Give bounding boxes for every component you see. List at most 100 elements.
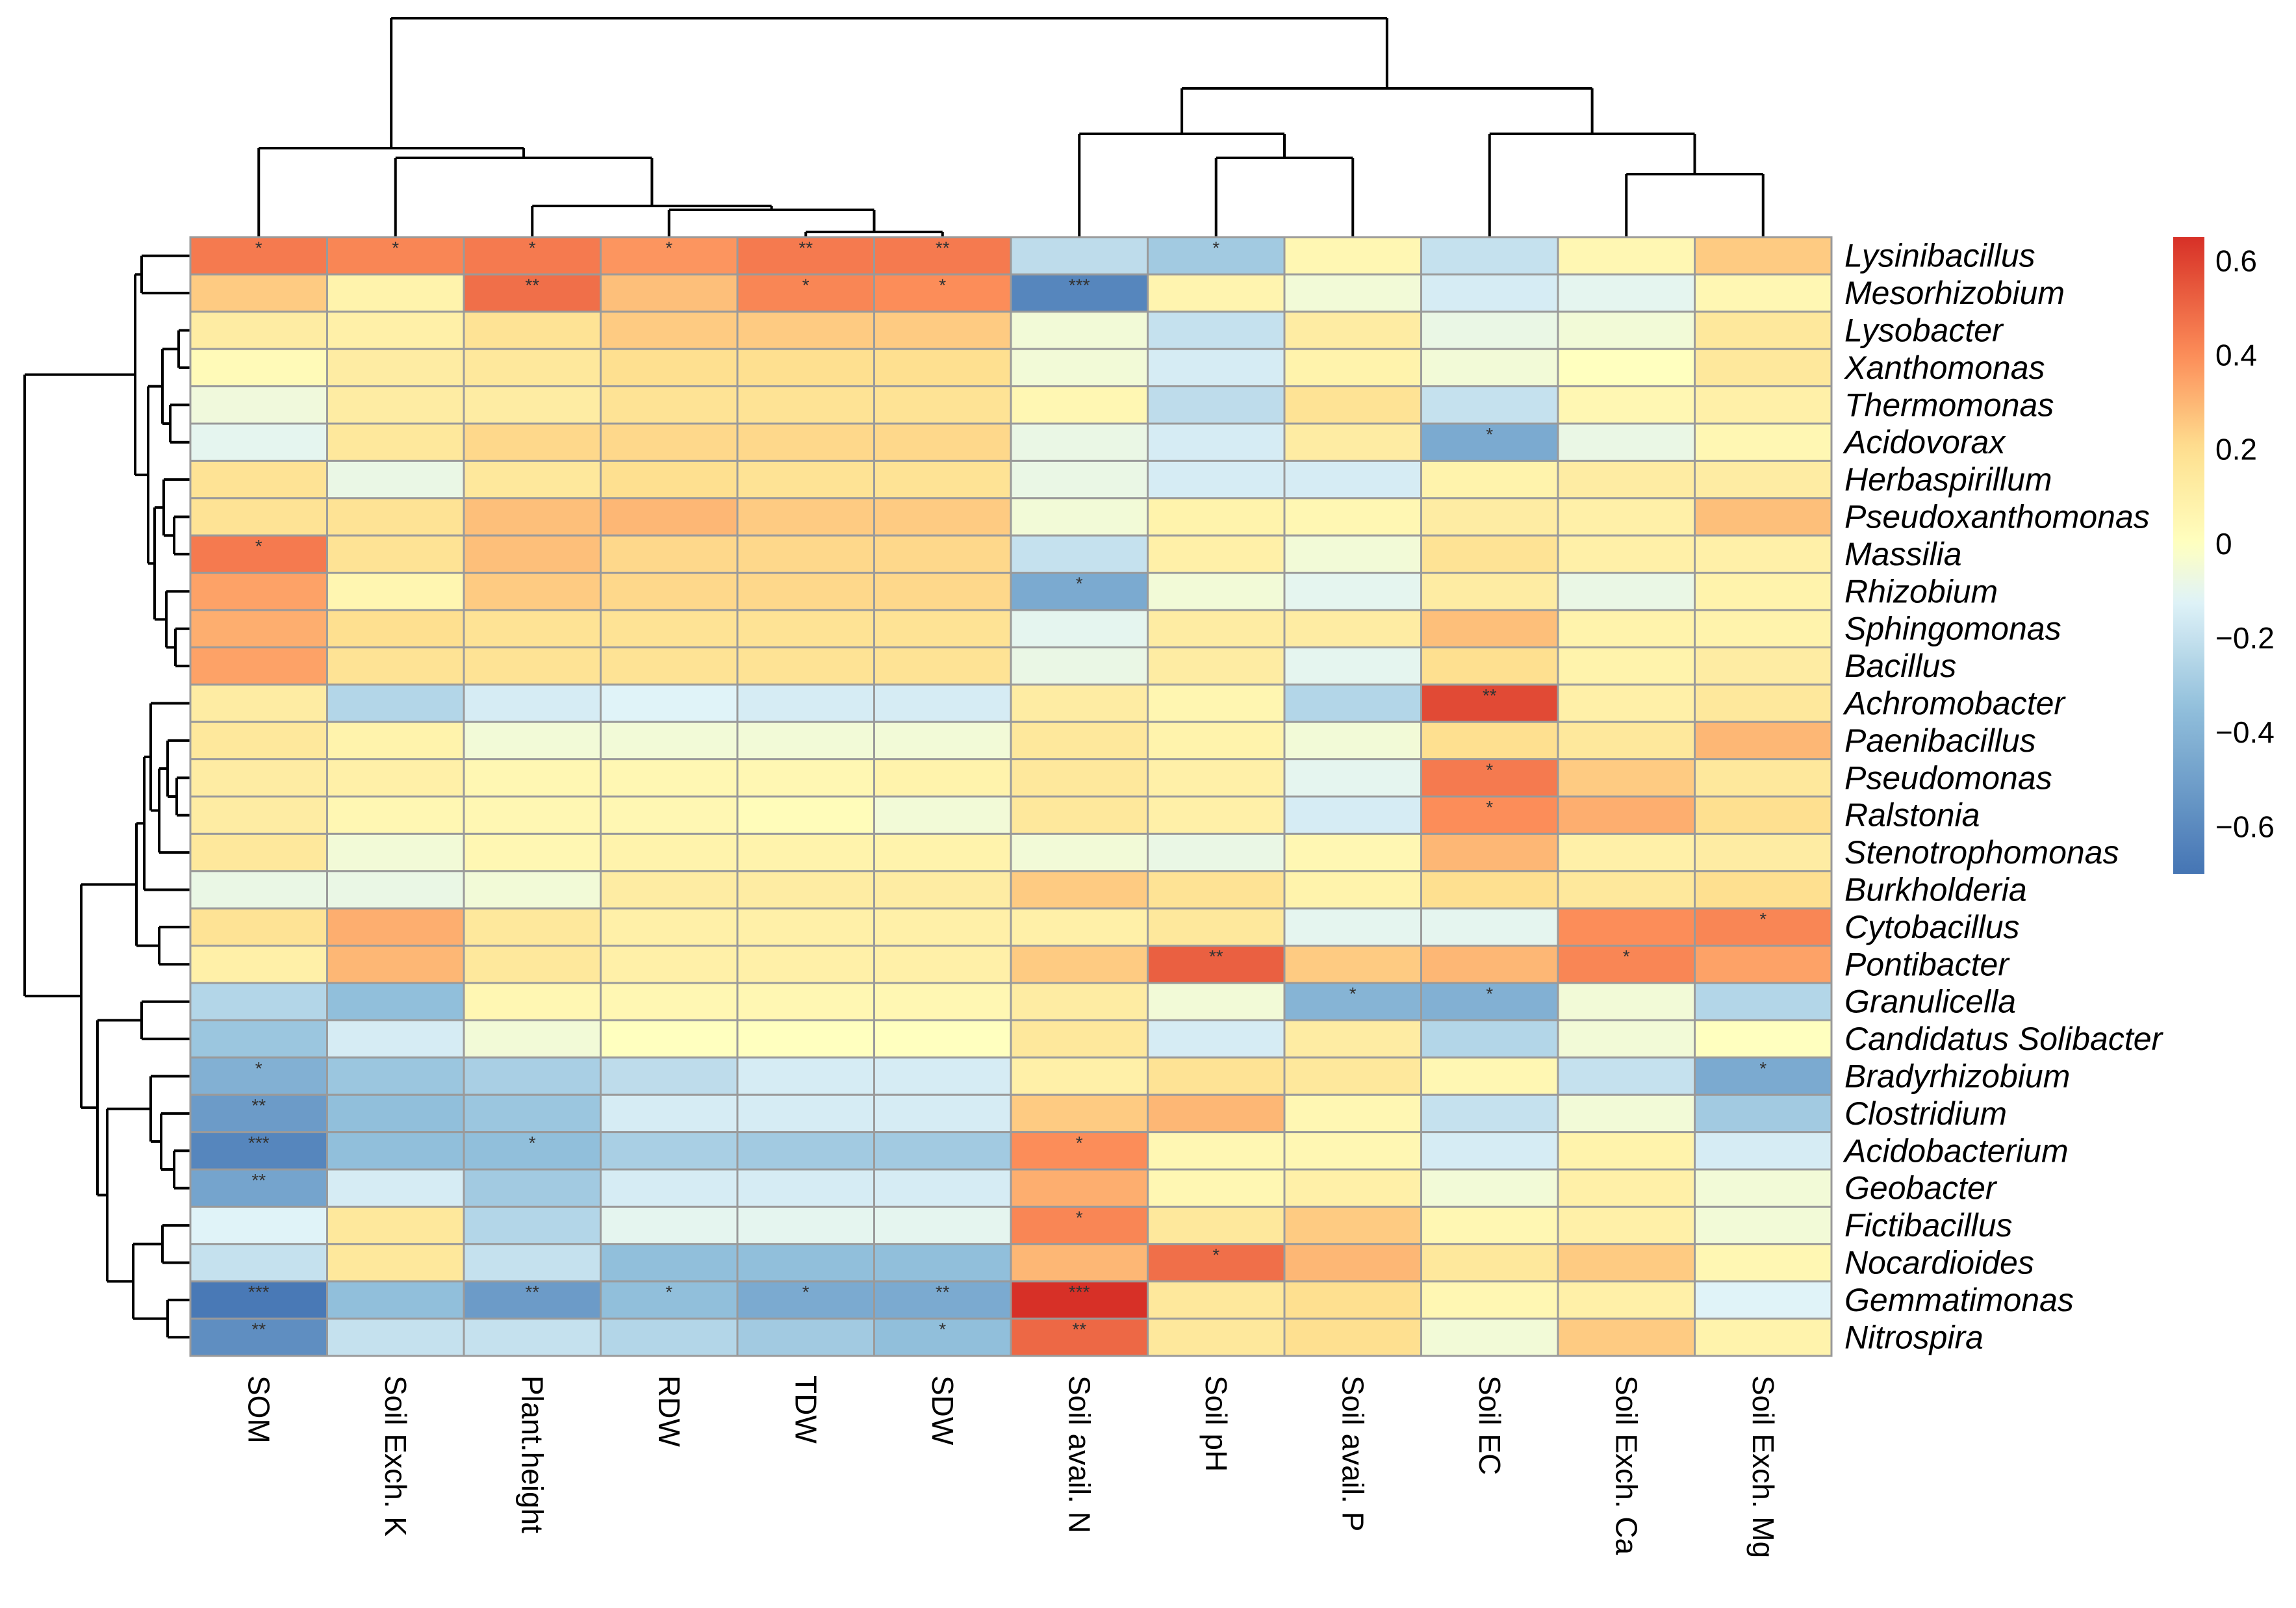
heatmap-cell xyxy=(1557,1131,1696,1171)
heatmap-cell xyxy=(1557,1019,1696,1059)
heatmap-cell xyxy=(1010,945,1149,984)
significance-mark: ** xyxy=(1209,947,1223,967)
heatmap-cell xyxy=(1147,385,1286,425)
heatmap-cell xyxy=(1557,683,1696,723)
heatmap-cell xyxy=(1147,1093,1286,1134)
heatmap-cell xyxy=(1557,497,1696,537)
heatmap-cell xyxy=(189,1019,328,1059)
heatmap-cell xyxy=(189,907,328,947)
heatmap-cell xyxy=(1010,459,1149,500)
significance-mark: ** xyxy=(798,238,813,258)
heatmap-cell xyxy=(873,982,1012,1021)
heatmap-cell xyxy=(1694,1318,1833,1357)
heatmap-cell xyxy=(1283,311,1422,350)
heatmap-cell xyxy=(600,534,739,574)
heatmap-cell xyxy=(736,982,875,1021)
heatmap-cell xyxy=(189,721,328,761)
heatmap-cell xyxy=(189,870,328,910)
heatmap-cell xyxy=(1283,646,1422,686)
heatmap-cell xyxy=(600,1205,739,1245)
heatmap-cell xyxy=(1283,609,1422,648)
heatmap-cell xyxy=(189,1318,328,1357)
column-label: Soil pH xyxy=(1199,1375,1233,1472)
heatmap-cell xyxy=(326,1205,465,1245)
heatmap-cell xyxy=(1420,1056,1559,1096)
heatmap-cell xyxy=(1010,497,1149,537)
heatmap-cell xyxy=(600,945,739,984)
heatmap-cell xyxy=(1694,311,1833,350)
heatmap-cell xyxy=(1557,646,1696,686)
heatmap-cell xyxy=(189,758,328,798)
legend-tick-label: 0.2 xyxy=(2215,433,2257,466)
heatmap-cell xyxy=(1557,795,1696,835)
heatmap-cell xyxy=(1147,1318,1286,1357)
heatmap-cell xyxy=(873,1019,1012,1059)
heatmap-cell xyxy=(1010,646,1149,686)
heatmap-cell xyxy=(1283,832,1422,873)
heatmap-cell xyxy=(326,1056,465,1096)
significance-mark: * xyxy=(1759,909,1767,929)
heatmap-cell xyxy=(1147,497,1286,537)
heatmap-cell xyxy=(189,1168,328,1208)
heatmap-cell xyxy=(1147,459,1286,500)
heatmap-cell xyxy=(1147,1243,1286,1283)
heatmap-cell xyxy=(1283,795,1422,835)
heatmap-cell xyxy=(1147,1056,1286,1096)
heatmap-cell xyxy=(600,646,739,686)
heatmap-cell xyxy=(1557,870,1696,910)
heatmap-cell xyxy=(463,1168,602,1208)
heatmap-cell xyxy=(873,795,1012,835)
heatmap-cell xyxy=(1694,870,1833,910)
heatmap-cell xyxy=(326,497,465,537)
heatmap-cell xyxy=(873,311,1012,350)
legend-tick-label: 0.6 xyxy=(2215,244,2257,277)
heatmap-cell xyxy=(1147,721,1286,761)
heatmap-cell xyxy=(1283,1205,1422,1245)
heatmap-cell xyxy=(189,572,328,611)
heatmap-cell xyxy=(1420,497,1559,537)
heatmap-cell xyxy=(1420,945,1559,984)
row-label: Paenibacillus xyxy=(1844,722,2036,759)
heatmap-cell xyxy=(1694,422,1833,462)
heatmap-cell xyxy=(189,385,328,425)
heatmap-cell xyxy=(1283,385,1422,425)
significance-mark: *** xyxy=(248,1133,270,1153)
heatmap-cell xyxy=(326,422,465,462)
heatmap-cell xyxy=(736,1056,875,1096)
heatmap-cell xyxy=(736,1019,875,1059)
legend-tick-label: −0.6 xyxy=(2215,810,2275,843)
heatmap-cell xyxy=(736,795,875,835)
heatmap-cell xyxy=(1283,758,1422,798)
heatmap-cell xyxy=(736,945,875,984)
heatmap-cell xyxy=(463,945,602,984)
heatmap-cell xyxy=(1557,311,1696,350)
heatmap-cell xyxy=(736,907,875,947)
row-label: Pseudomonas xyxy=(1844,759,2052,796)
heatmap-cell xyxy=(189,348,328,388)
row-label: Candidatus Solibacter xyxy=(1844,1021,2164,1057)
heatmap-cell xyxy=(873,832,1012,873)
row-label: Herbaspirillum xyxy=(1844,461,2052,498)
heatmap-cell xyxy=(736,832,875,873)
heatmap-cell xyxy=(1283,348,1422,388)
row-label: Thermomonas xyxy=(1844,387,2054,423)
significance-mark: ** xyxy=(936,238,950,258)
heatmap-cell xyxy=(326,1019,465,1059)
heatmap-cell xyxy=(600,311,739,350)
heatmap-cell xyxy=(1557,1318,1696,1357)
significance-mark: * xyxy=(255,536,262,556)
heatmap-cell xyxy=(1283,1131,1422,1171)
heatmap-cell xyxy=(873,907,1012,947)
heatmap-cell xyxy=(1147,572,1286,611)
heatmap-cell xyxy=(1557,907,1696,947)
heatmap-cell xyxy=(1010,982,1149,1021)
heatmap-cell xyxy=(463,348,602,388)
heatmap-cell xyxy=(600,1019,739,1059)
row-label: Massilia xyxy=(1844,536,1962,572)
heatmap-cell xyxy=(873,1280,1012,1320)
heatmap-cell xyxy=(1010,1019,1149,1059)
heatmap-cell xyxy=(1420,1318,1559,1357)
heatmap-cell xyxy=(1420,459,1559,500)
column-label: SOM xyxy=(242,1375,275,1444)
legend-tick-label: −0.2 xyxy=(2215,621,2275,655)
